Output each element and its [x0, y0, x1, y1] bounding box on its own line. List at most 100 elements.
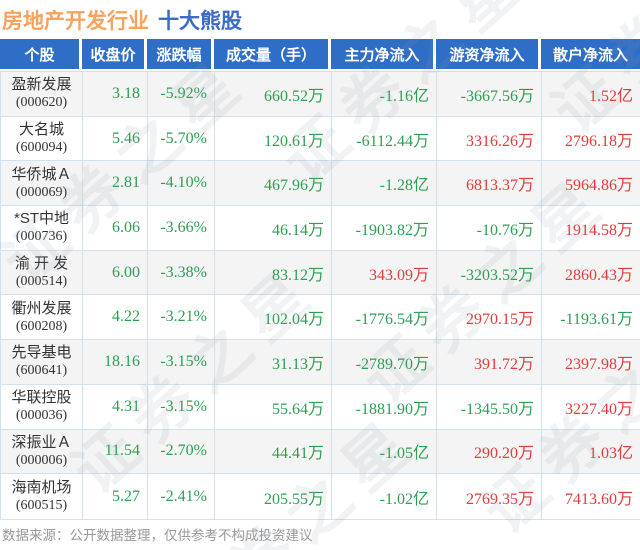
- main-inflow-cell: -1.16亿: [332, 72, 437, 116]
- hot-money-inflow-cell: -3203.52万: [437, 250, 542, 295]
- header-cell: 个股: [0, 39, 82, 69]
- stock-name: 华侨城Ａ: [11, 165, 72, 183]
- stock-cell: 深振业Ａ (000006): [1, 429, 83, 474]
- main-inflow-cell: -1776.54万: [332, 295, 437, 340]
- stock-cell: *ST中地 (000736): [1, 206, 83, 250]
- stock-cell: 华侨城Ａ (000069): [1, 161, 83, 206]
- stock-code: (600515): [15, 498, 68, 514]
- volume-cell: 467.96万: [215, 161, 332, 206]
- header-cell: 主力净流入: [331, 39, 436, 69]
- header-cell: 收盘价: [82, 39, 147, 69]
- change-percent-cell: -2.41%: [148, 474, 215, 519]
- table-row: 华侨城Ａ (000069) 2.81 -4.10% 467.96万 -1.28亿 6813.…: [1, 161, 640, 207]
- table-header: 个股 收盘价 涨跌幅 成交量（手） 主力净流入 游资净流入 散户净流入: [0, 39, 640, 69]
- stock-code: (600641): [15, 363, 68, 379]
- main-inflow-cell: -1.28亿: [332, 161, 437, 206]
- title-topic: 十大熊股: [158, 10, 242, 33]
- stock-code: (000620): [15, 95, 68, 111]
- stock-code: (000736): [15, 229, 68, 245]
- volume-cell: 44.41万: [215, 429, 332, 474]
- close-price-cell: 6.06: [83, 206, 148, 250]
- hot-money-inflow-cell: 3316.26万: [437, 116, 542, 161]
- stock-code: (000036): [15, 408, 68, 424]
- close-price-cell: 3.18: [83, 72, 148, 116]
- stock-name: 大名城: [18, 121, 64, 139]
- close-price-cell: 4.22: [83, 295, 148, 340]
- hot-money-inflow-cell: 6813.37万: [437, 161, 542, 206]
- table-row: 先导基电 (600641) 18.16 -3.15% 31.13万 -2789.70万 39…: [1, 340, 640, 385]
- main-inflow-cell: -1.02亿: [332, 474, 437, 519]
- hot-money-inflow-cell: -3667.56万: [437, 72, 542, 116]
- hot-money-inflow-cell: 2970.15万: [437, 295, 542, 340]
- retail-inflow-cell: 7413.60万: [542, 474, 640, 519]
- main-inflow-cell: 343.09万: [332, 250, 437, 295]
- main-inflow-cell: -2789.70万: [332, 340, 437, 384]
- stock-cell: 海南机场 (600515): [1, 474, 83, 519]
- change-percent-cell: -5.92%: [148, 72, 215, 116]
- stock-code: (600208): [15, 318, 68, 334]
- stock-cell: 大名城 (600094): [1, 116, 83, 161]
- volume-cell: 205.55万: [215, 474, 332, 519]
- main-inflow-cell: -6112.44万: [332, 116, 437, 161]
- hot-money-inflow-cell: 290.20万: [437, 429, 542, 474]
- close-price-cell: 6.00: [83, 250, 148, 295]
- table-body: 盈新发展 (000620) 3.18 -5.92% 660.52万 -1.16亿 -3667…: [0, 71, 640, 520]
- change-percent-cell: -2.70%: [148, 429, 215, 474]
- change-percent-cell: -3.38%: [148, 250, 215, 295]
- stock-name: 海南机场: [11, 479, 72, 497]
- stock-code: (000514): [15, 274, 68, 290]
- main-inflow-cell: -1881.90万: [332, 384, 437, 429]
- stock-cell: 先导基电 (600641): [1, 340, 83, 384]
- change-percent-cell: -3.15%: [148, 384, 215, 429]
- volume-cell: 660.52万: [215, 72, 332, 116]
- stock-name: 盈新发展: [11, 76, 72, 94]
- stock-name: 先导基电: [11, 344, 72, 362]
- header-cell: 散户净流入: [541, 39, 640, 69]
- table-row: 盈新发展 (000620) 3.18 -5.92% 660.52万 -1.16亿 -3667…: [1, 72, 640, 117]
- header-cell: 涨跌幅: [147, 39, 214, 69]
- main-inflow-cell: -1.05亿: [332, 429, 437, 474]
- table-row: 海南机场 (600515) 5.27 -2.41% 205.55万 -1.02亿 2769.…: [1, 474, 640, 519]
- stock-name: 渝 开 发: [14, 255, 69, 273]
- close-price-cell: 18.16: [83, 340, 148, 384]
- data-source-note: 数据来源：公开数据整理，仅供参考不构成投资建议: [2, 528, 313, 543]
- page-title: 房地产开发行业 十大熊股: [2, 5, 242, 35]
- close-price-cell: 11.54: [83, 429, 148, 474]
- volume-cell: 46.14万: [215, 206, 332, 250]
- retail-inflow-cell: 2860.43万: [542, 251, 640, 295]
- stock-code: (600094): [15, 140, 68, 156]
- stock-code: (000006): [15, 452, 68, 468]
- stock-name: 华联控股: [11, 389, 72, 407]
- hot-money-inflow-cell: 2769.35万: [437, 474, 542, 519]
- header-cell: 游资净流入: [436, 39, 541, 69]
- close-price-cell: 4.31: [83, 384, 148, 429]
- main-inflow-cell: -1903.82万: [332, 206, 437, 250]
- stock-name: 深振业Ａ: [11, 433, 72, 451]
- volume-cell: 102.04万: [215, 295, 332, 340]
- retail-inflow-cell: 1914.58万: [542, 206, 640, 250]
- retail-inflow-cell: 1.52亿: [542, 72, 640, 116]
- table-row: 衢州发展 (600208) 4.22 -3.21% 102.04万 -1776.54万 29…: [1, 295, 640, 341]
- stock-cell: 华联控股 (000036): [1, 384, 83, 429]
- table-row: 深振业Ａ (000006) 11.54 -2.70% 44.41万 -1.05亿 290.2…: [1, 429, 640, 475]
- volume-cell: 83.12万: [215, 250, 332, 295]
- table-row: 渝 开 发 (000514) 6.00 -3.38% 83.12万 343.09万 -320…: [1, 250, 640, 296]
- stock-cell: 渝 开 发 (000514): [1, 250, 83, 295]
- stock-name: 衢州发展: [11, 299, 72, 317]
- title-industry: 房地产开发行业: [2, 10, 149, 33]
- table-row: 华联控股 (000036) 4.31 -3.15% 55.64万 -1881.90万 -13…: [1, 384, 640, 430]
- volume-cell: 31.13万: [215, 340, 332, 384]
- close-price-cell: 5.27: [83, 474, 148, 519]
- hot-money-inflow-cell: 391.72万: [437, 340, 542, 384]
- retail-inflow-cell: 2796.18万: [542, 117, 640, 161]
- header-cell: 成交量（手）: [214, 39, 331, 69]
- retail-inflow-cell: 3227.40万: [542, 385, 640, 429]
- change-percent-cell: -4.10%: [148, 161, 215, 206]
- close-price-cell: 5.46: [83, 116, 148, 161]
- table-row: 大名城 (600094) 5.46 -5.70% 120.61万 -6112.44万 331…: [1, 116, 640, 162]
- retail-inflow-cell: 5964.86万: [542, 161, 640, 205]
- retail-inflow-cell: -1193.61万: [542, 295, 640, 339]
- change-percent-cell: -3.15%: [148, 340, 215, 384]
- hot-money-inflow-cell: -1345.50万: [437, 384, 542, 429]
- hot-money-inflow-cell: -10.76万: [437, 206, 542, 250]
